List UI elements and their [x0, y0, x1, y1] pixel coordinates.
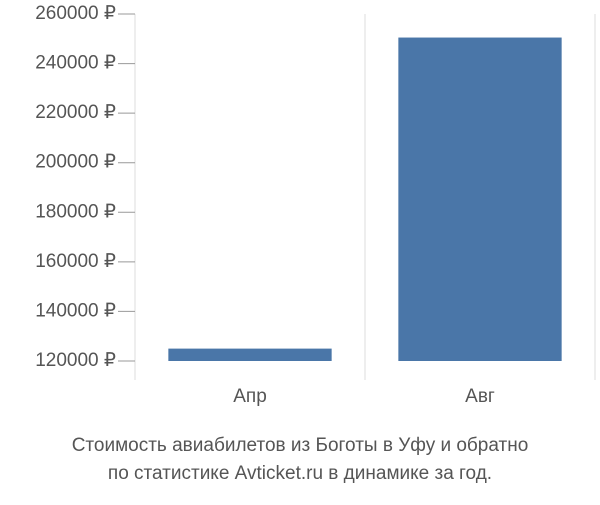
- y-tick-label: 220000 ₽: [35, 102, 116, 123]
- bar: [168, 348, 332, 361]
- x-tick-label: Апр: [233, 386, 267, 407]
- bar: [398, 37, 562, 362]
- chart-subtitle: по статистике Avticket.ru в динамике за …: [108, 463, 492, 484]
- y-tick-label: 200000 ₽: [35, 152, 116, 173]
- y-tick-label: 160000 ₽: [35, 251, 116, 272]
- y-tick-label: 180000 ₽: [35, 201, 116, 222]
- y-tick-label: 120000 ₽: [35, 350, 116, 371]
- y-tick-label: 260000 ₽: [35, 3, 116, 24]
- x-tick-label: Авг: [465, 386, 495, 407]
- y-tick-label: 240000 ₽: [35, 53, 116, 74]
- chart-title: Стоимость авиабилетов из Боготы в Уфу и …: [72, 435, 529, 456]
- y-tick-label: 140000 ₽: [35, 300, 116, 321]
